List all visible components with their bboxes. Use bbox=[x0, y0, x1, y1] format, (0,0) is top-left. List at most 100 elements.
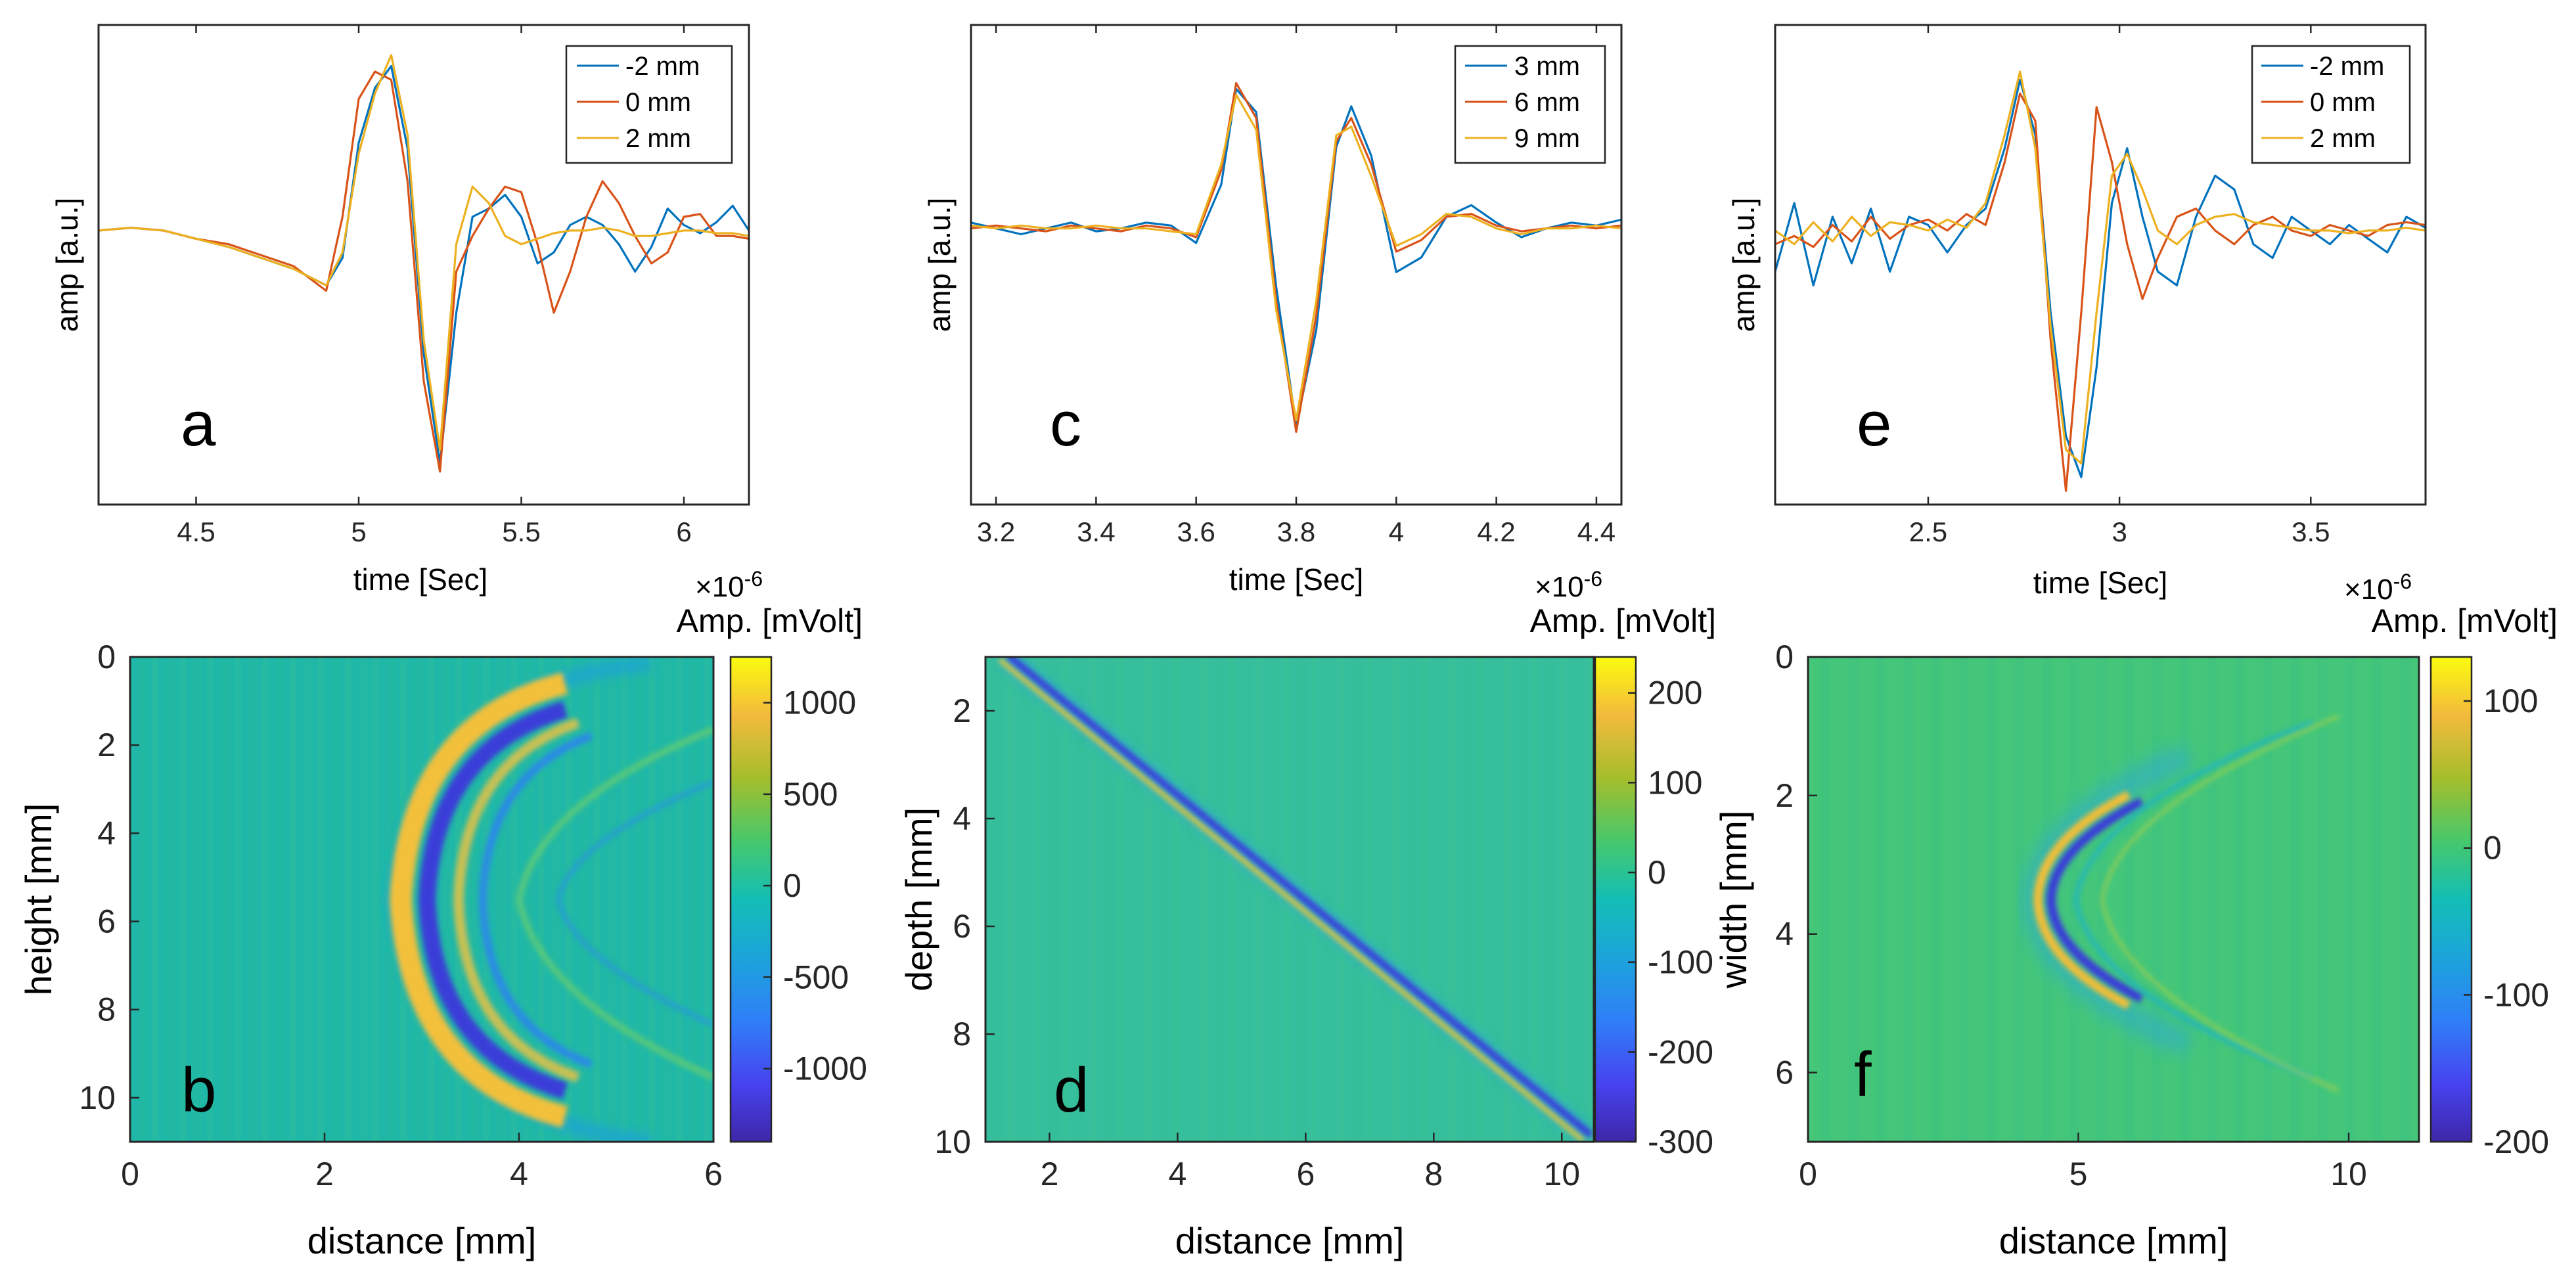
exponent-a: ×10-6 bbox=[695, 567, 763, 603]
colorbar-tick-label-f-3: -100 bbox=[2483, 976, 2549, 1013]
xtick-label-b-3: 4 bbox=[510, 1156, 528, 1192]
xtick-label-c-1: 3.2 bbox=[977, 516, 1015, 547]
xlabel-d: distance [mm] bbox=[1175, 1220, 1405, 1261]
wavefront-tail-f bbox=[2073, 720, 2314, 1080]
series-line-e-2 bbox=[1775, 92, 2426, 492]
xtick-label-d-3: 6 bbox=[1296, 1156, 1315, 1192]
ticks-b: 0 2 4 6 0 2 4 6 8 10 bbox=[79, 639, 723, 1192]
colorbar-tick-label-d-6: -300 bbox=[1648, 1123, 1713, 1160]
colorbar-tick-label-d-1: 200 bbox=[1648, 675, 1702, 711]
axes-box-d bbox=[984, 656, 1595, 1143]
colorbar-tick-label-f-4: -200 bbox=[2483, 1123, 2549, 1160]
colorbar-f: Amp. [mVolt] 100 0 -100 -200 bbox=[2372, 602, 2558, 1160]
ticks-e: 2.5 3 3.5 bbox=[1909, 25, 2330, 547]
xtick-label-b-2: 2 bbox=[315, 1156, 334, 1192]
xtick-label-c-6: 4.2 bbox=[1477, 516, 1515, 547]
colorbar-tick-label-d-3: 0 bbox=[1648, 854, 1666, 891]
legend-a: -2 mm 0 mm 2 mm bbox=[565, 45, 733, 164]
xtick-label-d-2: 4 bbox=[1169, 1156, 1187, 1192]
panel-letter-e: e bbox=[1857, 389, 1891, 459]
colorbar-tick-label-d-5: -200 bbox=[1648, 1033, 1713, 1070]
colorbar-tick-label-f-1: 100 bbox=[2483, 683, 2538, 719]
colorbar-tick-label-b-4: -500 bbox=[783, 959, 849, 995]
xtick-label-c-5: 4 bbox=[1389, 516, 1404, 547]
wavefront-blue-b bbox=[418, 701, 568, 1099]
legend-label-a-3: 2 mm bbox=[625, 124, 691, 153]
series-line-a-3 bbox=[99, 54, 749, 451]
series-line-e-3 bbox=[1775, 70, 2426, 464]
wavefront-glow-f bbox=[2021, 744, 2193, 1056]
colorbar-d: Amp. [mVolt] 200 100 0 -100 -200 -300 bbox=[1530, 602, 1716, 1160]
ytick-label-d-3: 6 bbox=[953, 908, 971, 945]
panel-c: 3.2 3.4 3.6 3.8 4 4.2 4.4 amp [a.u.] time [Sec… bbox=[922, 24, 1623, 603]
xlabel-a: time [Sec] bbox=[353, 562, 488, 597]
panel-letter-d: d bbox=[1054, 1055, 1089, 1125]
xtick-label-b-1: 0 bbox=[121, 1156, 139, 1192]
colorbar-fill-b bbox=[729, 656, 773, 1143]
colorbar-tick-label-d-4: -100 bbox=[1648, 944, 1713, 981]
legend-label-c-1: 3 mm bbox=[1514, 52, 1580, 81]
ytick-label-d-5: 10 bbox=[934, 1123, 971, 1160]
wavefront-tail2-b bbox=[555, 779, 713, 1027]
legend-label-e-1: -2 mm bbox=[2310, 52, 2384, 81]
xtick-label-d-5: 10 bbox=[1543, 1156, 1580, 1192]
ytick-label-b-4: 6 bbox=[97, 903, 116, 940]
ytick-label-d-2: 4 bbox=[953, 800, 971, 837]
ylabel-a: amp [a.u.] bbox=[50, 198, 84, 332]
lines-e bbox=[1775, 70, 2426, 492]
ytick-label-f-1: 0 bbox=[1775, 639, 1794, 675]
colorbar-ticks-d: 200 100 0 -100 -200 -300 bbox=[1628, 675, 1713, 1160]
colorbar-tick-label-b-3: 0 bbox=[783, 867, 802, 904]
ticks-a: 4.5 5 5.5 6 bbox=[177, 25, 692, 547]
colorbar-title-f: Amp. [mVolt] bbox=[2372, 602, 2558, 639]
heatmap-f bbox=[1808, 657, 2419, 1142]
panel-letter-a: a bbox=[181, 389, 216, 459]
ytick-label-b-6: 10 bbox=[79, 1079, 116, 1116]
xtick-label-d-1: 2 bbox=[1041, 1156, 1059, 1192]
colorbar-ticks-b: 1000 500 0 -500 -1000 bbox=[763, 685, 867, 1087]
xtick-label-c-3: 3.6 bbox=[1177, 516, 1215, 547]
xtick-label-f-1: 0 bbox=[1799, 1156, 1817, 1192]
ytick-label-f-4: 6 bbox=[1775, 1054, 1794, 1091]
xtick-label-c-4: 3.8 bbox=[1277, 516, 1315, 547]
xtick-label-e-1: 2.5 bbox=[1909, 516, 1947, 547]
colorbar-tick-label-b-2: 500 bbox=[783, 776, 838, 813]
xlabel-b: distance [mm] bbox=[307, 1220, 537, 1261]
xlabel-c: time [Sec] bbox=[1229, 562, 1364, 597]
lines-c bbox=[971, 81, 1621, 433]
panel-letter-c: c bbox=[1050, 389, 1081, 459]
xlabel-e: time [Sec] bbox=[2033, 566, 2168, 600]
ticks-d: 2 4 6 8 10 2 4 6 8 10 bbox=[934, 692, 1580, 1192]
ytick-label-d-1: 2 bbox=[953, 692, 971, 729]
xtick-label-a-4: 6 bbox=[676, 516, 691, 547]
colorbar-fill-f bbox=[2429, 656, 2473, 1143]
wavefront-tail2-f bbox=[2100, 714, 2340, 1093]
ylabel-c: amp [a.u.] bbox=[922, 198, 957, 332]
heatmap-d bbox=[985, 657, 1594, 1142]
xtick-label-a-3: 5.5 bbox=[502, 516, 540, 547]
ytick-label-b-1: 0 bbox=[97, 639, 116, 675]
legend-label-c-2: 6 mm bbox=[1514, 88, 1580, 117]
wavefront-yellow2-b bbox=[453, 717, 580, 1083]
xtick-label-e-3: 3.5 bbox=[2292, 516, 2330, 547]
ytick-label-b-2: 2 bbox=[97, 727, 116, 763]
xtick-label-b-4: 6 bbox=[704, 1156, 723, 1192]
series-line-a-2 bbox=[99, 70, 749, 473]
lines-a bbox=[99, 54, 749, 473]
xtick-label-a-2: 5 bbox=[351, 516, 366, 547]
legend-label-c-3: 9 mm bbox=[1514, 124, 1580, 153]
heatmap-b bbox=[130, 657, 713, 1142]
ticks-f: 0 5 10 0 2 4 6 bbox=[1775, 639, 2367, 1192]
xtick-label-a-1: 4.5 bbox=[177, 516, 215, 547]
ytick-label-f-3: 4 bbox=[1775, 916, 1794, 953]
colorbar-fill-d bbox=[1594, 656, 1637, 1143]
diagonal-blue-d bbox=[1006, 657, 1594, 1138]
panel-a: 4.5 5 5.5 6 amp [a.u.] time [Sec] ×10-6 a -… bbox=[50, 24, 763, 603]
heatmap-texture-f bbox=[1808, 657, 2419, 1142]
ylabel-b: height [mm] bbox=[18, 803, 59, 996]
xtick-label-e-2: 3 bbox=[2112, 516, 2127, 547]
series-line-c-3 bbox=[971, 93, 1621, 422]
